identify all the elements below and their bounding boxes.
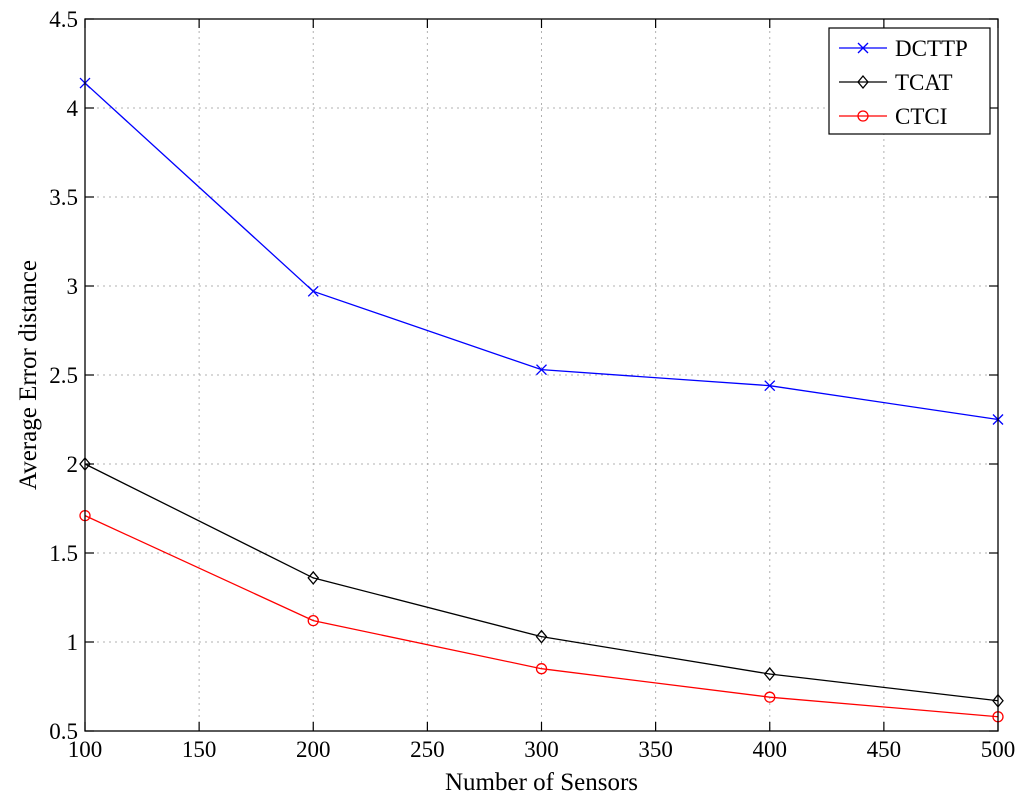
x-tick-label: 100: [68, 737, 103, 762]
x-tick-label: 150: [182, 737, 217, 762]
x-tick-label: 300: [524, 737, 559, 762]
series-lines: [79, 77, 1004, 723]
x-tick-label: 350: [638, 737, 673, 762]
series-dcttp: [79, 77, 1004, 425]
legend-entry: TCAT: [839, 70, 953, 95]
legend-label: CTCI: [895, 104, 947, 129]
y-tick-label: 2.5: [49, 363, 78, 388]
y-tick-label: 2: [67, 452, 79, 477]
series-line: [84, 463, 999, 702]
legend: DCTTP TCAT CTCI: [828, 27, 991, 135]
x-tick-label: 450: [867, 737, 902, 762]
y-tick-label: 3.5: [49, 185, 78, 210]
axis-ticks: 100 150 200 250 300 350 400 450 500 0.5 1 1.5 2 2.5 3 3…: [49, 7, 1015, 762]
legend-marker: [857, 74, 869, 90]
x-tick-label: 250: [410, 737, 445, 762]
y-tick-label: 0.5: [49, 719, 78, 744]
data-point: [763, 667, 776, 682]
data-point: [307, 285, 319, 297]
legend-marker: [857, 42, 869, 54]
legend-entry: DCTTP: [839, 36, 968, 61]
y-tick-label: 3: [67, 274, 79, 299]
data-point: [307, 570, 320, 585]
data-point: [307, 614, 319, 627]
series-tcat: [79, 456, 1004, 708]
y-tick-label: 4: [67, 96, 79, 121]
y-axis-label: Average Error distance: [15, 260, 42, 490]
x-tick-label: 200: [296, 737, 331, 762]
data-point: [764, 380, 776, 392]
legend-marker: [857, 110, 869, 122]
y-tick-label: 4.5: [49, 7, 78, 32]
data-point: [764, 691, 776, 703]
legend-label: TCAT: [895, 70, 953, 95]
data-point: [535, 629, 548, 644]
legend-entry: CTCI: [839, 104, 947, 129]
data-point: [535, 663, 548, 675]
y-tick-label: 1: [67, 630, 79, 655]
x-tick-label: 400: [753, 737, 788, 762]
legend-label: DCTTP: [895, 36, 968, 61]
x-tick-label: 500: [981, 737, 1016, 762]
x-axis-label: Number of Sensors: [445, 769, 638, 796]
data-point: [536, 364, 547, 376]
series-line: [84, 515, 999, 718]
y-tick-label: 1.5: [49, 541, 78, 566]
